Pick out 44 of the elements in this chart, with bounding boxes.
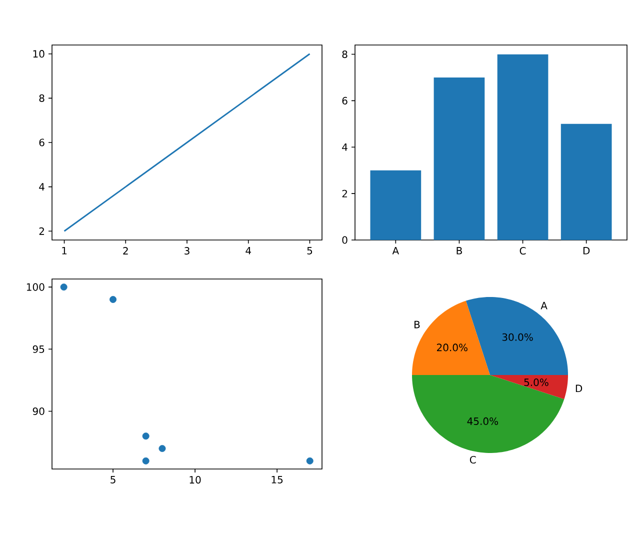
y-tick-label: 6 xyxy=(342,96,348,104)
y-tick-label: 4 xyxy=(342,143,348,151)
point xyxy=(110,296,117,303)
slice-label: D xyxy=(576,384,582,392)
y-tick-label: 0 xyxy=(342,236,348,244)
x-tick-label: 5 xyxy=(307,247,312,254)
bar xyxy=(497,54,548,240)
point xyxy=(142,457,150,464)
x-tick-label: C xyxy=(520,247,526,255)
data-label: 5.0% xyxy=(524,378,548,386)
y-tick-label: 6 xyxy=(39,138,44,146)
y-tick-label: 100 xyxy=(26,283,44,291)
x-tick-label: 15 xyxy=(272,476,283,484)
point xyxy=(158,444,166,452)
bar xyxy=(370,170,422,240)
line-series xyxy=(64,53,310,232)
y-tick-label: 4 xyxy=(39,183,44,190)
y-tick-label: 8 xyxy=(342,50,348,58)
y-tick-label: 90 xyxy=(32,407,44,416)
x-tick-label: D xyxy=(583,247,590,254)
x-tick-label: 2 xyxy=(123,247,128,254)
x-tick-label: 1 xyxy=(62,247,67,254)
slice-label: A xyxy=(540,302,548,310)
point xyxy=(60,284,68,291)
point xyxy=(306,457,314,464)
x-tick-label: A xyxy=(392,247,400,254)
y-tick-label: 2 xyxy=(342,190,347,198)
slice-label: C xyxy=(470,456,476,464)
x-tick-label: 3 xyxy=(184,247,190,255)
x-tick-label: 10 xyxy=(190,476,201,484)
data-label: 45.0% xyxy=(467,417,498,425)
data-label: 20.0% xyxy=(436,344,468,352)
x-tick-label: 5 xyxy=(110,476,116,484)
bar xyxy=(560,124,612,240)
bar xyxy=(434,77,485,240)
slice-label: B xyxy=(414,320,420,328)
y-tick-label: 8 xyxy=(39,94,44,102)
point xyxy=(142,432,150,440)
x-tick-label: 4 xyxy=(246,247,251,254)
y-tick-label: 2 xyxy=(39,227,44,235)
data-label: 30.0% xyxy=(502,333,533,341)
y-tick-label: 10 xyxy=(33,50,44,58)
x-tick-label: B xyxy=(456,247,462,254)
y-tick-label: 95 xyxy=(32,345,44,353)
